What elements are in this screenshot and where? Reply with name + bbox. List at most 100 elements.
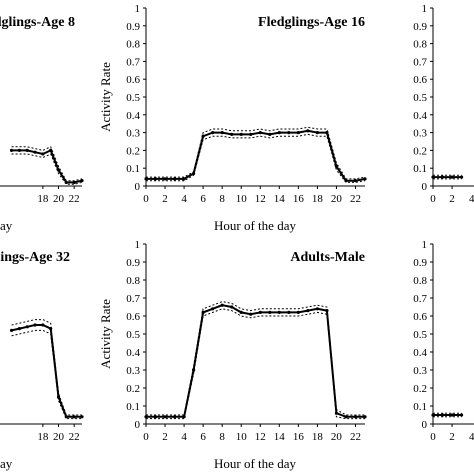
series-line-upper xyxy=(11,319,82,416)
y-tick-label: 0.4 xyxy=(126,347,140,359)
data-point xyxy=(353,415,358,419)
y-tick-label: 0.7 xyxy=(126,56,140,68)
x-tick-label-cropped: 4 xyxy=(469,193,474,205)
x-tick-label: 6 xyxy=(200,193,206,205)
data-point xyxy=(431,175,435,179)
data-point xyxy=(172,177,177,181)
data-point xyxy=(33,150,37,154)
x-tick-label: 14 xyxy=(274,431,286,443)
series-line-lower xyxy=(146,308,365,420)
data-point xyxy=(172,415,177,419)
y-tick-label: 0.5 xyxy=(126,329,140,341)
y-tick-label: 0.8 xyxy=(126,275,140,287)
y-tick-label: 0.3 xyxy=(126,365,140,377)
data-point xyxy=(315,307,319,311)
y-tick-label: 0.2 xyxy=(126,145,140,157)
y-tick-label: 0.3 xyxy=(413,365,427,377)
data-point xyxy=(315,131,319,135)
data-point xyxy=(268,132,272,136)
series-line-upper xyxy=(146,126,366,180)
x-tick-label: 22 xyxy=(69,431,80,443)
data-point xyxy=(33,323,37,327)
x-tick-label: 16 xyxy=(293,193,305,205)
series-line-lower xyxy=(11,329,82,420)
panel-top-left: 18 20 22 Fledglings-Age 8 ay xyxy=(0,15,84,233)
data-point xyxy=(258,131,262,135)
y-tick-label: 0.3 xyxy=(413,128,427,140)
data-point xyxy=(306,129,310,133)
y-tick-label: 0.9 xyxy=(413,257,427,269)
data-point xyxy=(431,413,435,417)
data-point xyxy=(220,131,224,135)
x-tick-label: 2 xyxy=(162,193,168,205)
data-point xyxy=(363,415,367,419)
series-line-mean xyxy=(146,129,366,182)
y-tick-label: 0.9 xyxy=(126,257,140,269)
series-line-lower xyxy=(11,153,83,185)
y-tick-label: 1 xyxy=(422,3,428,15)
y-tick-label: 0.4 xyxy=(413,347,427,359)
data-point xyxy=(287,131,291,135)
y-tick-label: 0.6 xyxy=(413,74,427,86)
y-tick-label: 0.4 xyxy=(126,110,140,122)
y-tick-label: 0 xyxy=(135,419,141,431)
data-point xyxy=(239,132,243,136)
y-tick-label: 0 xyxy=(422,181,428,193)
data-point xyxy=(153,177,158,181)
x-tick-label: 18 xyxy=(312,193,324,205)
x-tick-label: 20 xyxy=(331,431,343,443)
y-tick-label: 0.2 xyxy=(413,145,427,157)
panel-top-right: 0 0.1 0.2 0.3 0.4 0.5 0.6 0.7 0.8 0.9 1 0 2 4 xyxy=(413,3,474,205)
y-tick-label: 0.8 xyxy=(126,39,140,51)
data-point xyxy=(450,413,454,417)
x-tick-label: 20 xyxy=(331,193,343,205)
y-tick-label: 0.9 xyxy=(413,21,427,33)
data-point xyxy=(287,310,291,314)
y-axis-label: Activity Rate xyxy=(98,299,113,369)
data-point xyxy=(230,132,234,136)
data-point xyxy=(144,415,148,419)
x-tick-label: 4 xyxy=(181,431,187,443)
x-tick-label: 12 xyxy=(255,431,266,443)
data-point xyxy=(277,131,281,135)
data-point xyxy=(49,148,53,152)
data-point xyxy=(258,310,262,314)
data-point xyxy=(163,177,167,181)
y-tick-label: 0.5 xyxy=(413,329,427,341)
x-tick-label: 2 xyxy=(162,431,168,443)
x-tick-label: 8 xyxy=(219,431,225,443)
y-tick-label: 0 xyxy=(135,181,141,193)
x-tick-label: 2 xyxy=(449,431,455,443)
data-point xyxy=(41,152,45,156)
y-tick-label: 0.9 xyxy=(126,21,140,33)
y-tick-label: 0.7 xyxy=(413,56,427,68)
data-point xyxy=(353,179,358,183)
x-tick-label: 4 xyxy=(181,193,187,205)
y-tick-label: 0 xyxy=(422,419,428,431)
data-point xyxy=(9,148,14,152)
y-tick-label: 0.2 xyxy=(126,383,140,395)
data-point xyxy=(306,309,310,313)
x-axis-label: Hour of the day xyxy=(214,456,296,471)
x-tick-label: 20 xyxy=(53,193,65,205)
data-point xyxy=(459,413,464,417)
data-point xyxy=(9,328,14,332)
data-point xyxy=(363,177,367,181)
x-axis-label: ay xyxy=(0,456,13,471)
data-point xyxy=(230,305,234,309)
x-tick-label: 10 xyxy=(236,193,248,205)
panel-bottom-center: 00.10.20.30.40.50.60.70.80.910 2 4 6 8 10 12 14… xyxy=(98,239,367,471)
data-point xyxy=(277,310,281,314)
x-axis-label: Hour of the day xyxy=(214,218,296,233)
y-tick-label: 0.1 xyxy=(413,163,427,175)
data-point xyxy=(249,132,253,136)
data-point xyxy=(239,310,243,314)
data-point xyxy=(163,415,167,419)
x-tick-label: 18 xyxy=(37,193,49,205)
data-point xyxy=(440,413,445,417)
y-tick-label: 0.1 xyxy=(413,401,427,413)
data-point xyxy=(17,148,21,152)
panel-bottom-left: 18 20 22 Fledglings-Age 32 ay xyxy=(0,250,84,471)
